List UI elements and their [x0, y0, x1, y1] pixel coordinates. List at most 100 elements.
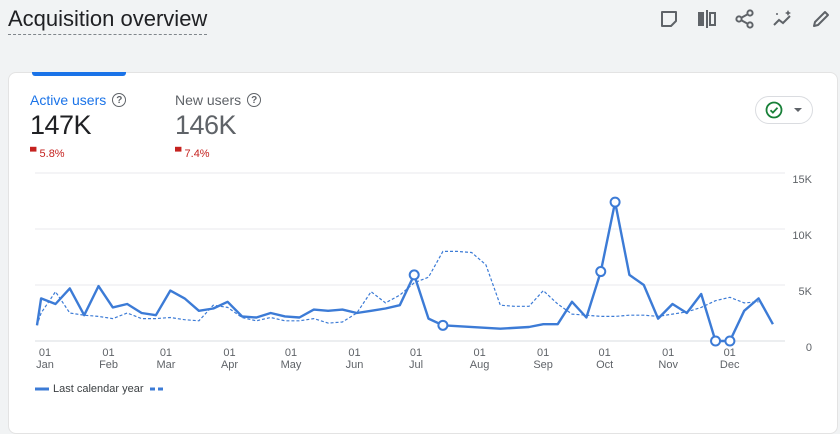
data-point[interactable]	[656, 317, 660, 321]
data-point[interactable]	[384, 307, 388, 311]
data-point[interactable]	[541, 289, 545, 293]
data-point[interactable]	[211, 307, 215, 311]
data-point[interactable]	[498, 303, 502, 307]
data-point[interactable]	[498, 327, 502, 331]
data-point[interactable]	[671, 302, 675, 306]
data-point[interactable]	[53, 302, 57, 306]
data-point[interactable]	[484, 263, 488, 267]
data-point[interactable]	[541, 322, 545, 326]
data-point[interactable]	[297, 315, 301, 319]
data-point[interactable]	[570, 300, 574, 304]
data-point[interactable]	[699, 305, 703, 309]
data-point[interactable]	[254, 315, 258, 319]
data-point[interactable]	[53, 290, 57, 294]
data-point[interactable]	[283, 314, 287, 318]
data-point[interactable]	[140, 317, 144, 321]
data-point[interactable]	[384, 301, 388, 305]
help-icon[interactable]: ?	[247, 93, 262, 107]
data-point[interactable]	[627, 313, 631, 317]
line-chart	[35, 172, 785, 347]
compare-icon[interactable]	[696, 8, 718, 30]
data-point[interactable]	[427, 275, 431, 279]
data-point[interactable]	[197, 319, 201, 323]
data-point[interactable]	[699, 292, 703, 296]
data-point[interactable]	[97, 284, 101, 288]
data-point[interactable]	[714, 299, 718, 303]
data-point[interactable]	[35, 323, 39, 327]
help-icon[interactable]: ?	[112, 93, 127, 107]
data-point[interactable]	[613, 314, 617, 318]
data-point[interactable]	[168, 289, 172, 293]
anomaly-marker[interactable]	[437, 319, 449, 331]
metric-new-users[interactable]: New users? 146K 🮃 7.4%	[175, 92, 262, 160]
data-point[interactable]	[111, 317, 115, 321]
data-point[interactable]	[326, 309, 330, 313]
data-point[interactable]	[527, 304, 531, 308]
data-point[interactable]	[398, 293, 402, 297]
data-point[interactable]	[556, 302, 560, 306]
data-point[interactable]	[441, 249, 445, 253]
comparison-dropdown[interactable]	[755, 96, 813, 124]
data-point[interactable]	[240, 314, 244, 318]
anomaly-marker[interactable]	[595, 266, 607, 278]
data-point[interactable]	[556, 322, 560, 326]
anomaly-marker[interactable]	[408, 269, 420, 281]
note-icon[interactable]	[658, 8, 680, 30]
share-icon[interactable]	[734, 8, 756, 30]
anomaly-marker[interactable]	[724, 335, 736, 347]
data-point[interactable]	[742, 309, 746, 313]
data-point[interactable]	[398, 303, 402, 307]
data-point[interactable]	[627, 273, 631, 277]
data-point[interactable]	[455, 249, 459, 253]
data-point[interactable]	[470, 251, 474, 255]
data-point[interactable]	[68, 311, 72, 315]
data-point[interactable]	[570, 312, 574, 316]
data-point[interactable]	[269, 315, 273, 319]
data-point[interactable]	[82, 313, 86, 317]
data-point[interactable]	[154, 313, 158, 317]
data-point[interactable]	[269, 311, 273, 315]
x-tick-label: 01 Jul	[409, 347, 424, 371]
data-point[interactable]	[355, 311, 359, 315]
data-point[interactable]	[68, 286, 72, 290]
data-point[interactable]	[513, 304, 517, 308]
data-point[interactable]	[584, 315, 588, 319]
data-point[interactable]	[197, 309, 201, 313]
insights-icon[interactable]	[772, 8, 794, 30]
data-point[interactable]	[226, 300, 230, 304]
edit-icon[interactable]	[810, 8, 832, 30]
data-point[interactable]	[140, 311, 144, 315]
data-point[interactable]	[340, 320, 344, 324]
data-point[interactable]	[742, 301, 746, 305]
data-point[interactable]	[427, 317, 431, 321]
data-point[interactable]	[183, 296, 187, 300]
data-point[interactable]	[326, 321, 330, 325]
data-point[interactable]	[39, 296, 43, 300]
data-point[interactable]	[642, 313, 646, 317]
data-point[interactable]	[168, 315, 172, 319]
data-point[interactable]	[111, 305, 115, 309]
data-point[interactable]	[283, 319, 287, 323]
anomaly-marker[interactable]	[609, 196, 621, 208]
data-point[interactable]	[599, 314, 603, 318]
data-point[interactable]	[757, 296, 761, 300]
data-point[interactable]	[183, 318, 187, 322]
data-point[interactable]	[125, 311, 129, 315]
data-point[interactable]	[369, 309, 373, 313]
page-title[interactable]: Acquisition overview	[8, 6, 208, 35]
data-point[interactable]	[97, 314, 101, 318]
data-point[interactable]	[312, 308, 316, 312]
data-point[interactable]	[340, 308, 344, 312]
data-point[interactable]	[527, 325, 531, 329]
data-point[interactable]	[226, 305, 230, 309]
data-point[interactable]	[771, 322, 775, 326]
data-point[interactable]	[125, 302, 129, 306]
data-point[interactable]	[728, 295, 732, 299]
data-point[interactable]	[369, 290, 373, 294]
data-point[interactable]	[685, 311, 689, 315]
anomaly-marker[interactable]	[710, 335, 722, 347]
metric-active-users[interactable]: Active users? 147K 🮃 5.8%	[30, 92, 127, 160]
data-point[interactable]	[312, 317, 316, 321]
data-point[interactable]	[642, 283, 646, 287]
data-point[interactable]	[671, 312, 675, 316]
